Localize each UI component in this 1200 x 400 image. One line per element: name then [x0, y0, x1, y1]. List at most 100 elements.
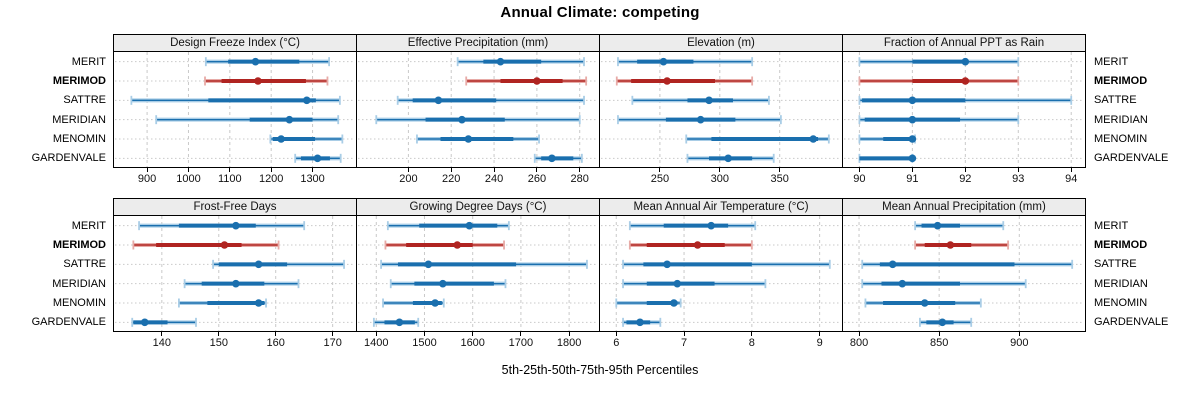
median-dot	[395, 318, 404, 327]
row-label-left: SATTRE	[63, 94, 106, 107]
x-tick	[819, 332, 821, 336]
median-dot	[908, 154, 917, 163]
x-tick	[964, 168, 966, 172]
x-tick-label: 6	[613, 337, 620, 349]
panel: Elevation (m)	[599, 34, 843, 168]
x-tick	[659, 168, 661, 172]
row-label-right: SATTRE	[1094, 94, 1137, 107]
median-dot	[464, 135, 473, 143]
median-dot	[663, 77, 671, 85]
panel-strip: Frost-Free Days	[113, 198, 357, 216]
x-tick	[375, 332, 377, 336]
panel-title: Mean Annual Air Temperature (°C)	[633, 201, 809, 213]
panel-plot-area	[113, 216, 357, 332]
x-tick-label: 260	[527, 173, 547, 185]
x-tick-label: 91	[906, 173, 919, 185]
x-tick	[187, 168, 189, 172]
median-dot	[920, 299, 929, 307]
x-tick-label: 1200	[258, 173, 284, 185]
row-label-left: MENOMIN	[52, 133, 106, 145]
median-dot	[705, 96, 713, 105]
panel-strip: Growing Degree Days (°C)	[356, 198, 600, 216]
median-dot	[453, 241, 462, 249]
row-label-right: MENOMIN	[1094, 133, 1148, 145]
x-tick	[312, 168, 314, 172]
x-tick	[146, 168, 148, 172]
row-label-left: MENOMIN	[52, 297, 106, 309]
x-tick	[536, 168, 538, 172]
median-dot	[424, 260, 433, 269]
median-dot	[533, 77, 541, 85]
x-tick-label: 1000	[176, 173, 201, 185]
x-tick-label: 7	[680, 337, 688, 349]
x-tick	[568, 332, 570, 336]
panel-strip: Effective Precipitation (mm)	[356, 34, 600, 52]
median-dot	[888, 260, 897, 269]
x-tick-label: 200	[399, 173, 418, 185]
median-dot	[663, 260, 671, 269]
x-axis: 1400 1500 1600 1700 1800	[356, 332, 600, 358]
panel: Mean Annual Air Temperature (°C)	[599, 198, 843, 332]
x-tick	[858, 168, 860, 172]
x-axis: 250 300 350	[599, 168, 843, 194]
row-label-right: MERIT	[1094, 55, 1129, 68]
row-label-left: MERIDIAN	[52, 277, 106, 290]
median-dot	[670, 299, 678, 307]
panel-title: Frost-Free Days	[193, 201, 277, 213]
row-label-right: MERIMOD	[1094, 239, 1148, 251]
median-dot	[933, 221, 942, 230]
x-tick-label: 170	[323, 337, 342, 349]
median-dot	[313, 154, 322, 163]
x-tick	[1070, 168, 1072, 172]
median-dot	[254, 77, 262, 85]
x-tick-label: 350	[770, 173, 789, 185]
x-tick-label: 1600	[460, 337, 485, 349]
x-tick	[493, 168, 495, 172]
x-tick-label: 8	[748, 337, 755, 349]
x-axis: 800 850 900	[842, 332, 1086, 358]
panel-plot-area	[599, 52, 843, 168]
median-dot	[285, 115, 294, 124]
x-tick-label: 1700	[508, 337, 534, 349]
x-tick	[683, 332, 685, 336]
x-tick-label: 800	[849, 337, 869, 349]
panel: Frost-Free Days	[113, 198, 357, 332]
x-tick	[275, 332, 277, 336]
median-dot	[908, 135, 917, 143]
median-dot	[431, 299, 439, 307]
x-tick-label: 92	[959, 173, 972, 185]
median-dot	[707, 221, 715, 230]
panel-strip: Elevation (m)	[599, 34, 843, 52]
median-dot	[908, 96, 917, 105]
median-dot	[232, 279, 240, 288]
x-tick-label: 160	[266, 337, 285, 349]
row-label-right: GARDENVALE	[1094, 316, 1169, 329]
row-label-right: MERIMOD	[1094, 75, 1148, 87]
median-dot	[809, 135, 818, 143]
panel-title: Fraction of Annual PPT as Rain	[883, 37, 1045, 49]
x-tick-label: 93	[1012, 173, 1025, 185]
panel-plot-area	[356, 216, 600, 332]
x-axis: 90 91 92 93 94	[842, 168, 1086, 194]
median-dot	[140, 318, 149, 327]
x-tick-label: 1100	[218, 173, 242, 185]
panel-strip: Design Freeze Index (°C)	[113, 34, 357, 52]
row-label-right: GARDENVALE	[1094, 152, 1169, 165]
x-tick	[407, 168, 409, 172]
median-dot	[302, 96, 311, 105]
x-tick	[1017, 168, 1019, 172]
median-dot	[254, 299, 263, 307]
x-tick-label: 240	[484, 173, 504, 185]
panel: Growing Degree Days (°C)	[356, 198, 600, 332]
x-axis: 200 220 240 260 280	[356, 168, 600, 194]
row-label-left: MERIT	[71, 55, 106, 68]
median-dot	[961, 77, 970, 85]
median-dot	[938, 318, 947, 327]
panel-strip: Mean Annual Air Temperature (°C)	[599, 198, 843, 216]
median-dot	[496, 57, 505, 66]
panel-plot-area	[113, 52, 357, 168]
median-dot	[458, 115, 466, 124]
x-tick-label: 300	[710, 173, 729, 185]
x-tick	[858, 332, 860, 336]
x-tick	[423, 332, 425, 336]
